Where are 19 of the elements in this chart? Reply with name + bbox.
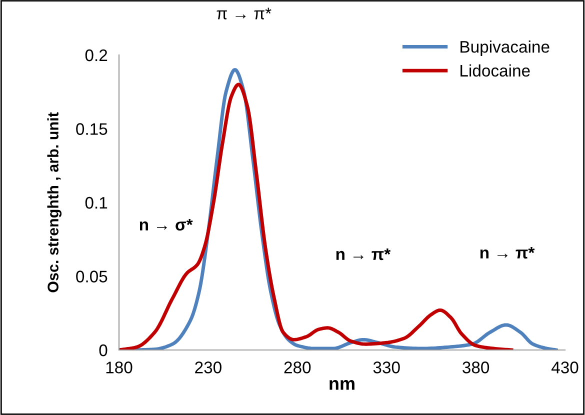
- x-tick-label: 380: [462, 362, 490, 374]
- y-tick-label: 0.2: [85, 49, 108, 62]
- text: π → π*: [216, 8, 272, 20]
- y-tick-label: 0: [99, 344, 108, 356]
- legend-label: Lidocaine: [460, 64, 530, 77]
- y-tick-label: 0.05: [76, 270, 108, 282]
- y-tick-label: 0.1: [85, 196, 108, 209]
- annotation: n → π*: [336, 248, 391, 260]
- x-tick-label: 430: [551, 362, 578, 374]
- y-axis-title: Osc. strenghth , arb. unit: [47, 112, 62, 292]
- x-tick-label: 230: [195, 362, 222, 374]
- legend-label: Bupivacaine: [460, 40, 550, 56]
- x-tick-label: 330: [373, 362, 400, 374]
- x-tick-label: 180: [106, 362, 132, 374]
- annotation: n → σ*: [140, 218, 193, 231]
- x-tick-label: 280: [284, 362, 311, 374]
- annotation: n → π*: [480, 246, 535, 259]
- y-tick-label: 0.15: [76, 123, 108, 135]
- x-axis-title: nm: [330, 380, 354, 390]
